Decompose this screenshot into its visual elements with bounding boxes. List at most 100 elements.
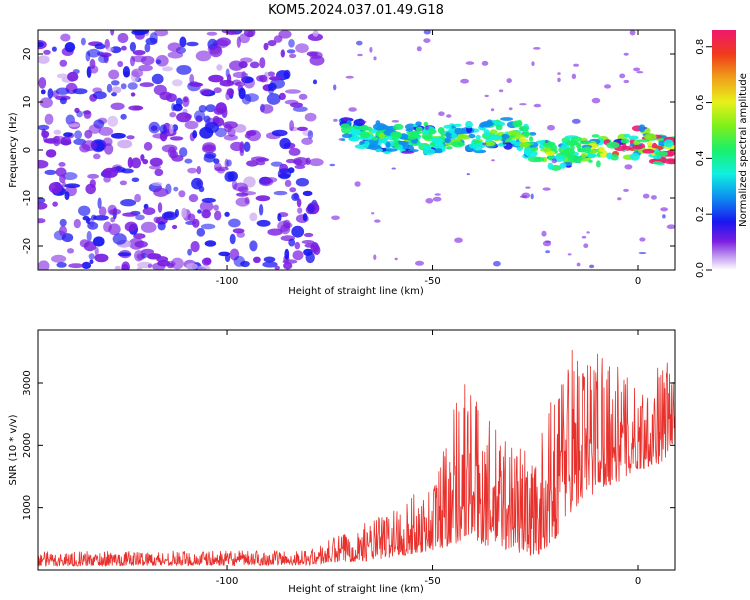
spectral-blob bbox=[131, 55, 147, 63]
spectral-blob bbox=[373, 56, 377, 61]
spectral-blob bbox=[82, 110, 91, 115]
spectral-blob bbox=[85, 183, 96, 195]
spectral-blob bbox=[140, 154, 145, 162]
spectral-blob bbox=[94, 43, 106, 50]
ridge-blob bbox=[623, 133, 631, 138]
spectral-blob bbox=[662, 214, 666, 219]
spectral-blob bbox=[143, 141, 153, 151]
spectral-blob bbox=[573, 63, 580, 67]
ridge-blob bbox=[559, 162, 567, 169]
spectral-blob bbox=[127, 157, 133, 169]
spectral-blob bbox=[59, 97, 67, 105]
spectral-blob bbox=[482, 142, 487, 146]
spectral-blob bbox=[62, 172, 78, 181]
spectral-blob bbox=[288, 238, 296, 247]
spectral-blob bbox=[438, 111, 445, 116]
spectral-blob bbox=[227, 171, 238, 182]
spectral-blob bbox=[117, 252, 132, 257]
spectral-blob bbox=[79, 239, 90, 248]
spectrogram-marks bbox=[38, 30, 675, 270]
spectral-blob bbox=[201, 197, 216, 203]
ridge-blob bbox=[529, 136, 534, 142]
spectral-blob bbox=[284, 179, 292, 187]
spectral-blob bbox=[391, 167, 396, 170]
spectral-blob bbox=[178, 190, 186, 198]
spectral-blob bbox=[87, 173, 99, 179]
spectral-blob bbox=[89, 259, 94, 265]
spectral-blob bbox=[283, 69, 291, 80]
spectral-blob bbox=[374, 219, 381, 223]
spectral-blob bbox=[155, 59, 162, 65]
spectral-blob bbox=[267, 82, 277, 91]
spectral-blob bbox=[394, 257, 398, 261]
spectral-blob bbox=[266, 93, 281, 105]
spectral-blob bbox=[38, 77, 47, 89]
spectral-blob bbox=[216, 37, 231, 47]
spectral-blob bbox=[192, 130, 198, 139]
spectral-blob bbox=[55, 87, 70, 95]
ridge-blob bbox=[632, 144, 644, 150]
spectral-blob bbox=[226, 88, 235, 97]
spectral-blob bbox=[214, 162, 222, 172]
spectral-blob bbox=[67, 71, 79, 82]
spectral-blob bbox=[94, 246, 99, 257]
spectral-blob bbox=[56, 262, 67, 268]
spectral-blob bbox=[176, 112, 192, 123]
spectral-blob bbox=[120, 113, 127, 120]
spectral-blob bbox=[73, 218, 81, 229]
ridge-blob bbox=[437, 126, 445, 134]
y-tick-label: 3000 bbox=[22, 370, 33, 395]
spectral-blob bbox=[179, 147, 188, 158]
spectral-blob bbox=[212, 115, 220, 124]
spectral-blob bbox=[241, 70, 247, 83]
spectral-blob bbox=[52, 201, 58, 207]
spectral-blob bbox=[51, 46, 57, 52]
ridge-blob bbox=[375, 148, 383, 152]
spectral-blob bbox=[98, 206, 107, 217]
spectral-blob bbox=[309, 55, 325, 66]
spectral-blob bbox=[208, 74, 224, 83]
ridge-blob bbox=[540, 148, 553, 152]
spectral-blob bbox=[373, 254, 377, 260]
spectral-blob bbox=[329, 163, 336, 167]
spectral-blob bbox=[38, 202, 48, 210]
spectral-blob bbox=[288, 39, 295, 48]
spectral-blob bbox=[154, 30, 169, 37]
ridge-blob bbox=[567, 154, 581, 163]
spectral-blob bbox=[186, 41, 199, 47]
spectral-blob bbox=[586, 231, 590, 234]
spectral-blob bbox=[199, 88, 213, 96]
spectral-blob bbox=[278, 30, 292, 39]
ridge-blob bbox=[644, 133, 657, 141]
ridge-blob bbox=[664, 159, 675, 165]
spectral-blob bbox=[187, 248, 193, 256]
colorbar-ticks: 0.0 0.2 0.4 0.6 0.8 bbox=[695, 39, 712, 278]
spectral-blob bbox=[243, 141, 251, 152]
ridge-blob bbox=[565, 140, 579, 146]
spectral-blob bbox=[255, 195, 271, 202]
spectral-blob bbox=[267, 228, 283, 236]
spectral-blob bbox=[345, 75, 354, 79]
spectral-blob bbox=[307, 33, 323, 41]
spectral-blob bbox=[38, 260, 50, 270]
spectral-blob bbox=[171, 257, 184, 270]
spectral-blob bbox=[259, 57, 266, 69]
spectral-blob bbox=[169, 112, 177, 118]
spectral-blob bbox=[64, 42, 76, 53]
ridge-blob bbox=[453, 123, 462, 127]
spectral-blob bbox=[583, 243, 589, 248]
spectral-blob bbox=[216, 64, 223, 71]
spectral-blob bbox=[629, 30, 636, 36]
spectral-blob bbox=[86, 230, 92, 242]
spectral-blob bbox=[304, 112, 317, 122]
spectral-blob bbox=[506, 78, 512, 84]
spectral-blob bbox=[45, 149, 57, 158]
ridge-blob bbox=[621, 143, 627, 150]
spectral-blob bbox=[239, 33, 250, 44]
ridge-blob bbox=[583, 146, 592, 154]
spectral-blob bbox=[40, 89, 46, 95]
spectral-blob bbox=[228, 218, 241, 228]
spectral-blob bbox=[189, 82, 204, 87]
spectral-blob bbox=[120, 199, 137, 207]
spectral-blob bbox=[260, 104, 274, 114]
